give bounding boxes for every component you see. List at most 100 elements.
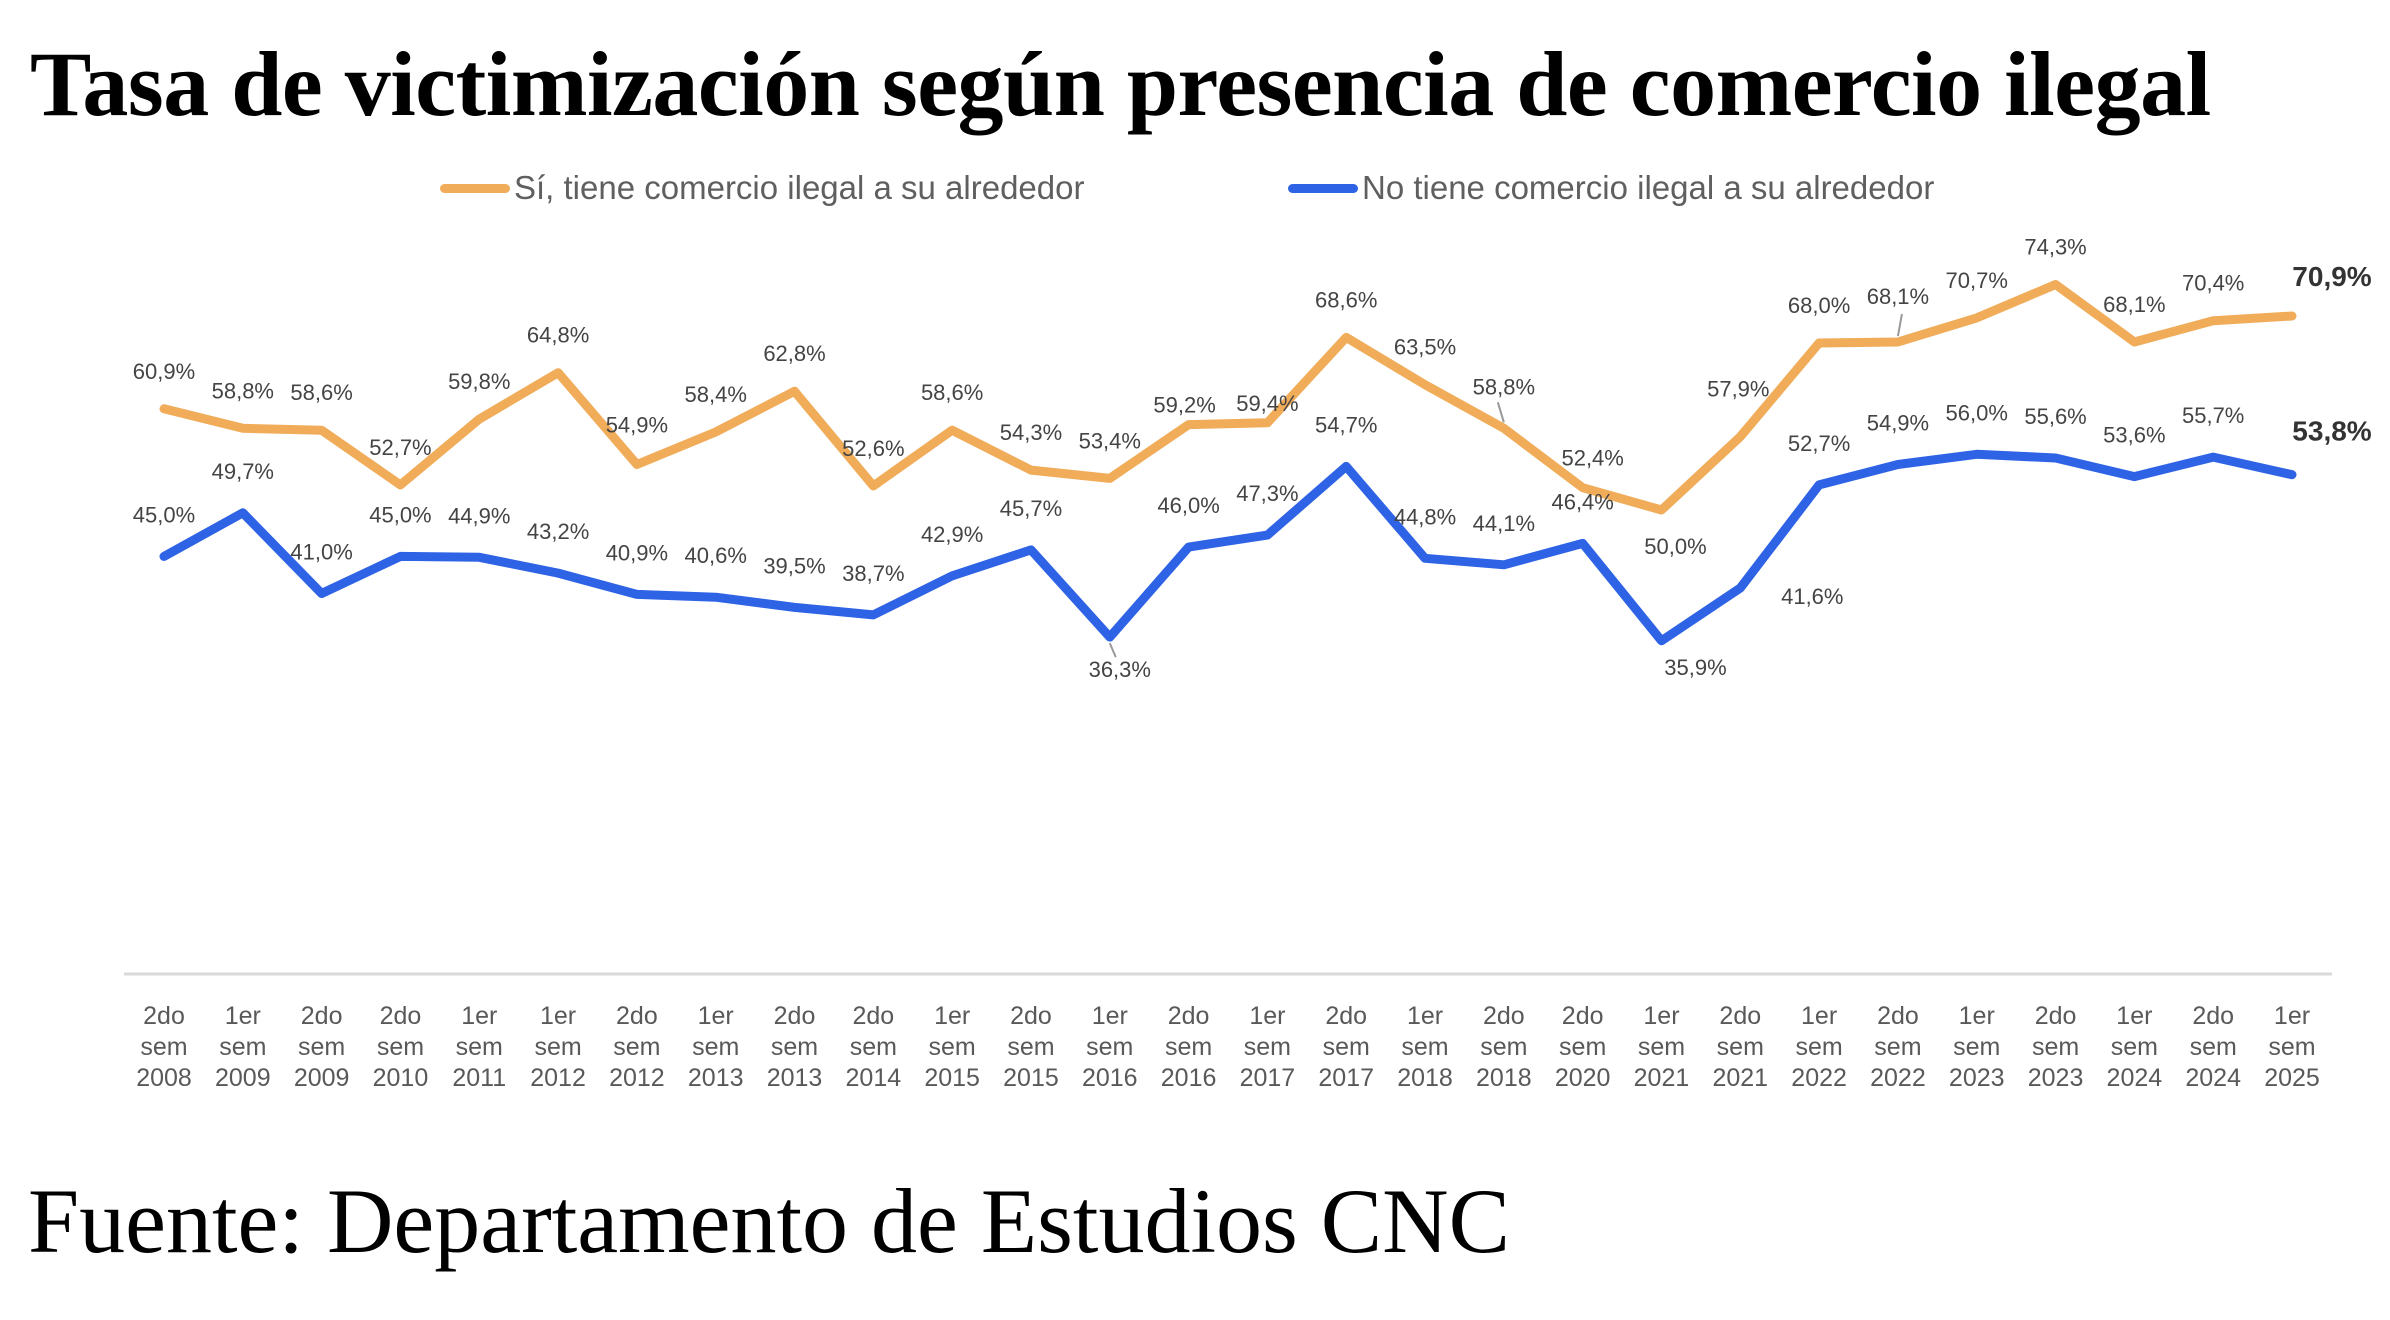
x-tick-label-13: 2do sem 2016 bbox=[1161, 1002, 1217, 1092]
series-line-no bbox=[159, 449, 2297, 646]
x-tick-label-20: 2do sem 2021 bbox=[1712, 1002, 1768, 1092]
x-tick-label-line: 2012 bbox=[609, 1064, 665, 1092]
data-label-si-21: 68,0% bbox=[1788, 293, 1850, 318]
x-tick-label-line: 1er bbox=[2116, 1002, 2152, 1030]
x-tick-label-line: sem bbox=[692, 1033, 739, 1061]
x-tick-label-line: 2015 bbox=[924, 1064, 980, 1092]
x-tick-label-line: sem bbox=[1795, 1033, 1842, 1061]
x-tick-label-line: 2012 bbox=[530, 1064, 586, 1092]
label-leader-line bbox=[1496, 402, 1505, 423]
data-label-no-26: 55,7% bbox=[2182, 403, 2244, 428]
x-tick-label-line: sem bbox=[377, 1033, 424, 1061]
chart-legend: Sí, tiene comercio ilegal a su alrededor… bbox=[0, 166, 2390, 210]
x-tick-label-line: sem bbox=[1480, 1033, 1527, 1061]
x-tick-label-15: 2do sem 2017 bbox=[1318, 1002, 1374, 1092]
data-label-no-10: 42,9% bbox=[921, 522, 983, 547]
x-tick-label-3: 2do sem 2010 bbox=[373, 1002, 429, 1092]
x-tick-label-line: sem bbox=[1244, 1033, 1291, 1061]
x-tick-label-line: 2do bbox=[852, 1002, 894, 1030]
data-label-no-16: 44,8% bbox=[1394, 504, 1456, 529]
data-label-si-19: 50,0% bbox=[1644, 534, 1706, 559]
data-label-si-0: 60,9% bbox=[133, 359, 195, 384]
x-tick-label-19: 1er sem 2021 bbox=[1634, 1002, 1690, 1092]
legend-label-si: Sí, tiene comercio ilegal a su alrededor bbox=[514, 169, 1085, 206]
data-label-no-13: 46,0% bbox=[1157, 493, 1219, 518]
x-tick-label-line: 2do bbox=[2035, 1002, 2077, 1030]
data-label-si-7: 58,4% bbox=[685, 382, 747, 407]
x-tick-label-line: 1er bbox=[2274, 1002, 2310, 1030]
label-leader-line bbox=[1896, 313, 1903, 337]
x-tick-label-line: 2do bbox=[1719, 1002, 1761, 1030]
x-tick-label-8: 2do sem 2013 bbox=[767, 1002, 823, 1092]
x-tick-label-line: 2020 bbox=[1555, 1064, 1611, 1092]
x-tick-label-line: sem bbox=[219, 1033, 266, 1061]
x-tick-label-line: 2014 bbox=[846, 1064, 902, 1092]
x-tick-label-line: sem bbox=[298, 1033, 345, 1061]
x-tick-label-line: 2021 bbox=[1712, 1064, 1768, 1092]
x-tick-label-line: 2do bbox=[1877, 1002, 1919, 1030]
data-label-no-6: 40,9% bbox=[606, 540, 668, 565]
data-label-si-2: 58,6% bbox=[290, 380, 352, 405]
x-tick-label-line: sem bbox=[2268, 1033, 2315, 1061]
x-tick-label-line: sem bbox=[2111, 1033, 2158, 1061]
x-tick-label-line: 2010 bbox=[373, 1064, 429, 1092]
x-tick-label-4: 1er sem 2011 bbox=[452, 1002, 506, 1092]
x-tick-label-27: 1er sem 2025 bbox=[2264, 1002, 2320, 1092]
data-label-no-25: 53,6% bbox=[2103, 423, 2165, 448]
data-label-no-22: 54,9% bbox=[1867, 411, 1929, 436]
legend-item-si: Sí, tiene comercio ilegal a su alrededor bbox=[440, 166, 1084, 210]
data-label-si-9: 52,6% bbox=[842, 436, 904, 461]
data-label-no-15: 54,7% bbox=[1315, 412, 1377, 437]
x-tick-label-line: sem bbox=[140, 1033, 187, 1061]
x-tick-label-0: 2do sem 2008 bbox=[136, 1002, 192, 1092]
x-tick-label-line: 1er bbox=[1249, 1002, 1285, 1030]
x-tick-label-6: 2do sem 2012 bbox=[609, 1002, 665, 1092]
x-tick-label-16: 1er sem 2018 bbox=[1397, 1002, 1453, 1092]
x-tick-label-line: 1er bbox=[225, 1002, 261, 1030]
x-tick-label-line: 2022 bbox=[1791, 1064, 1847, 1092]
x-tick-label-line: sem bbox=[1165, 1033, 1212, 1061]
x-tick-label-line: 1er bbox=[461, 1002, 497, 1030]
x-tick-label-line: 2016 bbox=[1082, 1064, 1138, 1092]
x-tick-label-line: 2018 bbox=[1397, 1064, 1453, 1092]
data-label-no-14: 47,3% bbox=[1236, 481, 1298, 506]
data-label-si-1: 58,8% bbox=[212, 378, 274, 403]
legend-swatch-orange-line-icon bbox=[440, 183, 510, 193]
x-tick-label-line: sem bbox=[850, 1033, 897, 1061]
x-tick-label-12: 1er sem 2016 bbox=[1082, 1002, 1138, 1092]
x-tick-label-line: 2do bbox=[1483, 1002, 1525, 1030]
data-label-si-17: 58,8% bbox=[1473, 374, 1535, 399]
data-label-si-6: 54,9% bbox=[606, 413, 668, 438]
x-tick-label-line: 2015 bbox=[1003, 1064, 1059, 1092]
x-tick-label-line: sem bbox=[1323, 1033, 1370, 1061]
x-tick-label-7: 1er sem 2013 bbox=[688, 1002, 744, 1092]
x-tick-label-line: 2013 bbox=[767, 1064, 823, 1092]
x-tick-label-line: sem bbox=[1717, 1033, 1764, 1061]
data-label-no-20: 41,6% bbox=[1781, 584, 1843, 609]
data-label-no-4: 44,9% bbox=[448, 503, 510, 528]
data-label-si-12: 53,4% bbox=[1079, 428, 1141, 453]
x-tick-label-line: 2008 bbox=[136, 1064, 192, 1092]
x-tick-label-9: 2do sem 2014 bbox=[846, 1002, 902, 1092]
x-tick-label-17: 2do sem 2018 bbox=[1476, 1002, 1532, 1092]
x-tick-label-line: 1er bbox=[1959, 1002, 1995, 1030]
x-tick-label-line: 2021 bbox=[1634, 1064, 1690, 1092]
x-tick-labels-layer: 2do sem 2008 1er sem 2009 2do sem 2009 2do sem 2010… bbox=[136, 1002, 2320, 1092]
data-label-si-4: 59,8% bbox=[448, 369, 510, 394]
x-tick-label-line: 2do bbox=[380, 1002, 422, 1030]
data-label-si-3: 52,7% bbox=[369, 435, 431, 460]
x-tick-label-line: sem bbox=[1007, 1033, 1054, 1061]
x-tick-label-line: 2do bbox=[774, 1002, 816, 1030]
x-tick-label-14: 1er sem 2017 bbox=[1240, 1002, 1296, 1092]
data-label-no-7: 40,6% bbox=[685, 543, 747, 568]
legend-swatch-blue-line-icon bbox=[1288, 183, 1358, 193]
data-label-si-24: 74,3% bbox=[2024, 234, 2086, 259]
x-tick-label-18: 2do sem 2020 bbox=[1555, 1002, 1611, 1092]
x-tick-label-line: sem bbox=[1638, 1033, 1685, 1061]
data-label-no-0: 45,0% bbox=[133, 502, 195, 527]
data-label-no-2: 41,0% bbox=[290, 540, 352, 565]
x-tick-label-line: 1er bbox=[1801, 1002, 1837, 1030]
data-label-si-14: 59,4% bbox=[1236, 391, 1298, 416]
x-tick-label-line: 2024 bbox=[2185, 1064, 2241, 1092]
